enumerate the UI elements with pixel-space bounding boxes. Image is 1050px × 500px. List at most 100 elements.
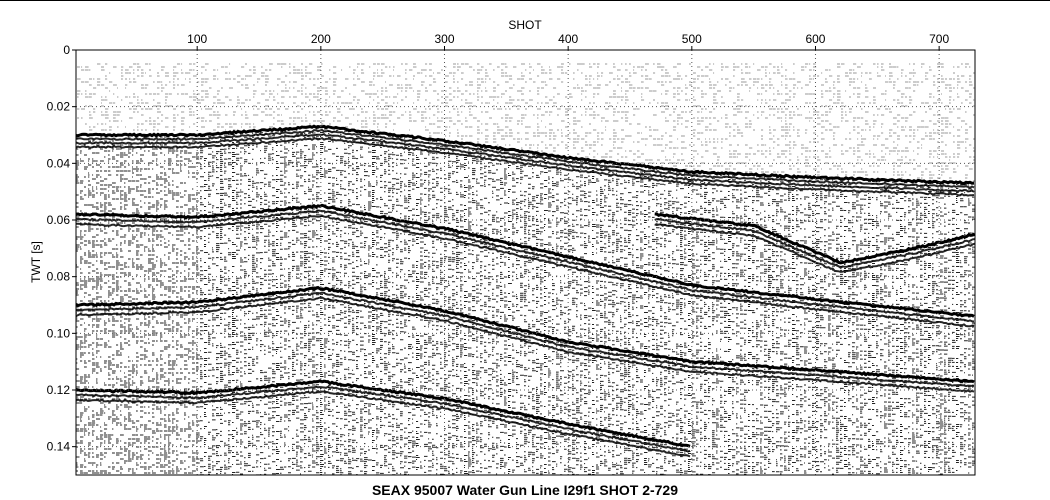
water-column-trace [533, 69, 537, 146]
water-column-trace [81, 66, 85, 119]
water-column-trace [301, 63, 304, 122]
water-column-trace [245, 63, 249, 125]
water-column-trace [289, 63, 292, 125]
water-column-trace [633, 66, 637, 161]
water-column-trace [209, 87, 213, 122]
water-column-trace [677, 63, 681, 164]
reflector-3-band [76, 379, 691, 448]
sediment-trace [712, 178, 716, 474]
water-column-trace [529, 63, 533, 149]
water-column-trace [173, 66, 177, 131]
water-column-trace [617, 69, 621, 161]
water-column-trace [153, 81, 157, 131]
y-tick-label: 0.10 [47, 326, 71, 340]
water-column-trace [505, 63, 509, 146]
water-column-trace [657, 63, 661, 161]
water-column-trace [733, 63, 737, 170]
water-column-trace [313, 78, 317, 122]
water-column-trace [921, 63, 925, 179]
x-tick-label: 200 [311, 32, 331, 46]
water-column-trace [405, 63, 409, 113]
water-column-trace [509, 75, 513, 146]
water-column-trace [837, 63, 841, 176]
water-column-trace [773, 66, 777, 173]
water-column-trace [829, 69, 833, 170]
water-column-trace [937, 63, 941, 179]
water-column-trace [557, 66, 561, 146]
water-column-trace [825, 69, 829, 164]
water-column-trace [553, 87, 557, 152]
water-column-trace [225, 66, 229, 131]
water-column-trace [645, 63, 649, 161]
water-column-trace [361, 63, 365, 128]
water-column-trace [265, 69, 269, 116]
water-column-trace [893, 66, 897, 176]
water-column-trace [653, 63, 657, 164]
water-column-trace [501, 63, 505, 140]
water-column-trace [449, 72, 453, 137]
water-column-trace [689, 63, 693, 167]
water-column-trace [613, 63, 617, 149]
x-axis-label: SHOT [508, 18, 542, 32]
chart-title: SEAX 95007 Water Gun Line I29f1 SHOT 2-7… [371, 482, 679, 498]
water-column-trace [309, 63, 313, 125]
sediment-trace [936, 183, 940, 473]
water-column-trace [133, 63, 137, 131]
x-tick-label: 100 [187, 32, 207, 46]
water-column-trace [269, 63, 273, 128]
water-column-trace [249, 69, 252, 128]
water-column-trace [257, 78, 261, 116]
water-column-trace [465, 63, 469, 137]
water-column-trace [749, 66, 753, 173]
water-column-trace [545, 72, 549, 149]
water-column-trace [609, 72, 613, 158]
water-column-trace [949, 78, 953, 179]
water-column-trace [353, 69, 357, 116]
sediment-trace [336, 129, 340, 473]
water-column-trace [589, 63, 593, 155]
sediment-trace [544, 160, 548, 473]
sediment-trace [440, 145, 444, 475]
grid-lines [76, 50, 975, 475]
water-column-trace [229, 63, 233, 128]
sediment-trace [600, 166, 604, 466]
water-column-trace [113, 66, 117, 122]
seismic-traces [76, 63, 975, 475]
water-column-trace [785, 69, 789, 158]
seafloor-band [76, 124, 975, 186]
water-column-trace [605, 63, 609, 158]
reflector-1-band [76, 203, 975, 318]
sediment-trace [300, 133, 304, 475]
water-column-trace [729, 81, 733, 170]
water-column-trace [809, 63, 813, 167]
water-column-trace [969, 66, 973, 170]
sediment-trace [432, 140, 436, 468]
water-column-trace [373, 63, 377, 125]
sediment-trace [80, 150, 84, 474]
reflector-2-band [76, 291, 974, 388]
water-column-trace [433, 72, 437, 134]
water-column-trace [165, 72, 169, 128]
sediment-trace [428, 140, 432, 475]
water-column-trace [777, 66, 781, 173]
water-column-trace [341, 69, 345, 116]
water-column-trace [849, 69, 853, 164]
water-column-trace [541, 66, 545, 152]
water-column-trace [517, 78, 521, 143]
water-column-trace [673, 66, 677, 167]
seafloor-band [76, 132, 975, 193]
sediment-trace [112, 140, 116, 470]
water-column-trace [197, 72, 201, 119]
water-column-trace [629, 63, 633, 152]
water-column-trace [241, 66, 245, 128]
water-column-trace [513, 66, 517, 140]
water-column-trace [409, 69, 413, 131]
y-axis-label: TWT [s] [29, 241, 43, 283]
water-column-trace [801, 66, 805, 155]
water-column-trace [189, 63, 193, 128]
water-column-trace [453, 63, 456, 125]
water-column-trace [357, 63, 361, 122]
water-column-trace [697, 66, 701, 167]
water-column-trace [581, 63, 585, 152]
water-column-trace [761, 66, 765, 173]
